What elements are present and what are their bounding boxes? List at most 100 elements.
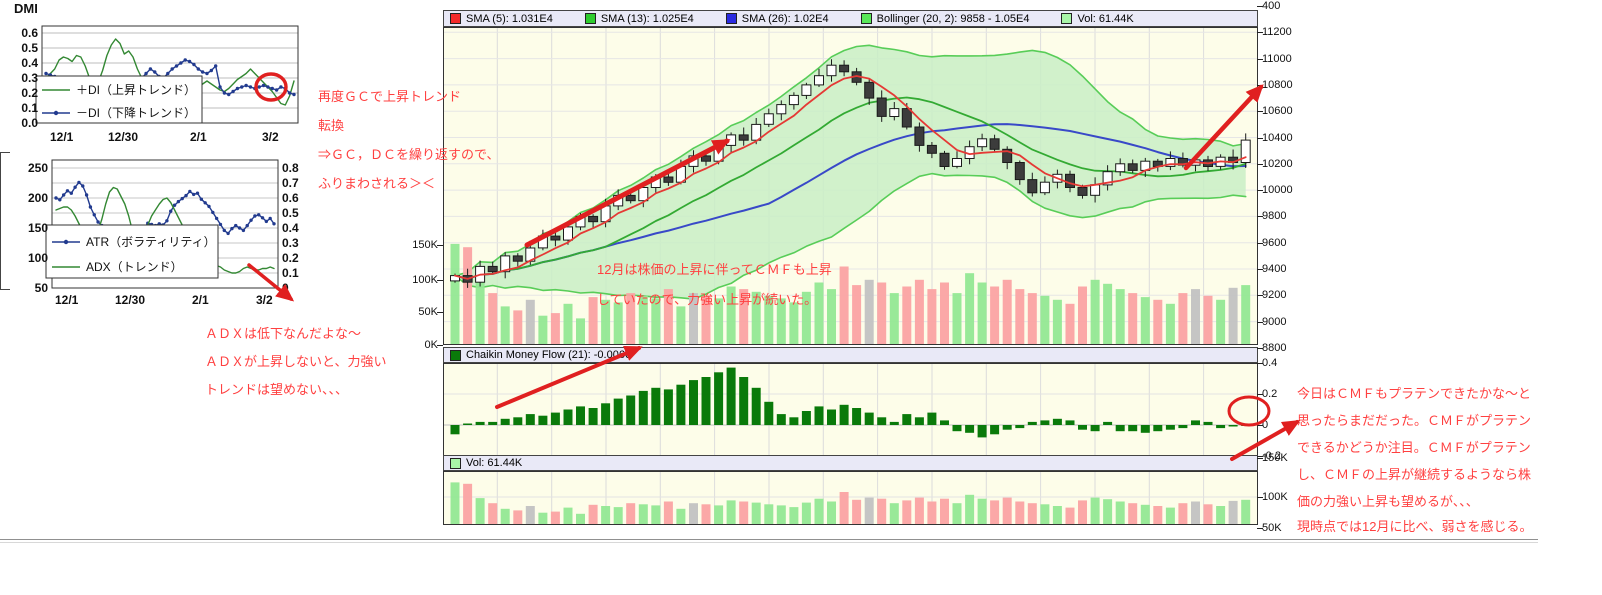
svg-text:0.0: 0.0: [21, 116, 38, 130]
axis-tick: [1257, 394, 1263, 395]
price-chart-legend-bar: SMA (5): 1.031E4 SMA (13): 1.025E4 SMA (…: [443, 10, 1258, 27]
svg-text:2/1: 2/1: [190, 130, 207, 144]
axis-tick: [1257, 347, 1263, 349]
svg-text:2/1: 2/1: [192, 293, 209, 307]
axis-tick: [1257, 458, 1263, 459]
svg-text:150: 150: [28, 221, 48, 235]
svg-text:＋DI（上昇トレンド）: ＋DI（上昇トレンド）: [76, 83, 196, 97]
axis-label: 9600: [1262, 236, 1287, 249]
svg-text:0.3: 0.3: [282, 236, 299, 250]
sma5-color-swatch: [450, 13, 461, 24]
axis-label: 100K: [1262, 491, 1288, 503]
note-line: 価の力強い上昇も望めるが、、、: [1297, 494, 1479, 509]
axis-label: 10400: [1262, 131, 1293, 144]
note-line: ⇒ＧＣ，ＤＣを繰り返すので、: [318, 147, 500, 162]
axis-tick: [1257, 163, 1263, 165]
axis-tick: [1257, 137, 1263, 139]
left-panel-edge: [0, 152, 10, 290]
svg-text:0.3: 0.3: [21, 71, 38, 85]
note-line: し、ＣＭＦの上昇が継続するようなら株: [1297, 467, 1532, 482]
note-line: 思ったらまだだった。ＣＭＦがプラテン: [1297, 413, 1532, 428]
volume-chart: [443, 471, 1258, 525]
axis-label: 9800: [1262, 210, 1287, 223]
legend-item-vol: Vol: 61.44K: [1061, 13, 1134, 25]
bollinger-color-swatch: [860, 13, 872, 24]
axis-tick: [1257, 425, 1263, 426]
axis-label: 9200: [1262, 289, 1287, 302]
note-line: 今日はＣＭＦもプラテンできたかな～と: [1297, 386, 1532, 401]
svg-text:0.6: 0.6: [282, 191, 299, 205]
axis-tick: [1257, 242, 1263, 244]
note-december-cmf: 12月は株価の上昇に伴ってＣＭＦも上昇 していたので、力強い上昇が続いた。: [597, 255, 832, 315]
legend-label-cmf: Chaikin Money Flow (21): -0.0066: [466, 349, 632, 361]
svg-text:0.8: 0.8: [282, 161, 299, 175]
note-dmi-gc: 再度ＧＣで上昇トレンド 転換 ⇒ＧＣ，ＤＣを繰り返すので、 ふりまわされる＞＜: [318, 82, 499, 198]
axis-tick: [1257, 190, 1263, 192]
dmi-panel-title: DMI: [14, 1, 38, 16]
axis-tick: [437, 312, 443, 313]
note-line: していたので、力強い上昇が続いた。: [597, 292, 818, 307]
svg-text:3/2: 3/2: [256, 293, 273, 307]
axis-label: 150K: [1262, 452, 1288, 464]
note-line: 再度ＧＣで上昇トレンド: [318, 89, 462, 104]
legend-label-volume: Vol: 61.44K: [466, 457, 523, 469]
dmi-chart: ＋DI（上昇トレンド） －DI（下降トレンド） 0.60.50.40.30.20.1…: [10, 18, 305, 149]
axis-label: 9000: [1262, 315, 1287, 328]
svg-text:200: 200: [28, 191, 48, 205]
volume-color-swatch: [450, 457, 461, 469]
svg-text:0: 0: [282, 281, 289, 295]
svg-text:100: 100: [28, 251, 48, 265]
axis-label: 100K: [412, 274, 438, 286]
note-line: できるかどうか注目。ＣＭＦがプラテン: [1297, 440, 1531, 455]
svg-text:12/30: 12/30: [115, 293, 145, 307]
volume-legend-bar: Vol: 61.44K: [443, 455, 1258, 471]
svg-text:250: 250: [28, 161, 48, 175]
note-line: ＡＤＸが上昇しないと、力強い: [205, 354, 387, 369]
legend-label-sma26: SMA (26): 1.02E4: [741, 12, 829, 25]
note-adx-declining: ＡＤＸは低下なんだよな～ ＡＤＸが上昇しないと、力強い トレンドは望めない、、、: [205, 320, 386, 404]
svg-text:0.4: 0.4: [282, 221, 299, 235]
svg-text:0.5: 0.5: [282, 206, 299, 220]
axis-tick: [1257, 363, 1263, 364]
cmf-chart: [443, 363, 1258, 456]
axis-label: 50K: [1262, 522, 1282, 534]
price-candlestick-chart: [443, 27, 1258, 345]
legend-label-bollinger: Bollinger (20, 2): 9858 - 1.05E4: [876, 12, 1030, 25]
axis-label: 10000: [1262, 184, 1293, 197]
svg-text:50: 50: [35, 281, 49, 295]
legend-item-volume: Vol: 61.44K: [450, 457, 522, 469]
axis-label: 10800: [1262, 78, 1293, 91]
axis-label: 150K: [412, 239, 438, 251]
note-line: 転換: [318, 118, 345, 133]
note-line: ＡＤＸは低下なんだよな～: [205, 326, 362, 341]
axis-tick: [1257, 528, 1263, 529]
note-line: 12月は株価の上昇に伴ってＣＭＦも上昇: [597, 262, 832, 277]
svg-text:0.1: 0.1: [21, 101, 38, 115]
axis-label: 10600: [1262, 105, 1293, 118]
axis-label: 11000: [1262, 52, 1292, 65]
bottom-divider: [0, 539, 1538, 543]
axis-tick: [1257, 497, 1263, 498]
svg-text:0.2: 0.2: [21, 86, 38, 100]
axis-tick: [1257, 321, 1263, 323]
axis-label: 10200: [1262, 157, 1293, 170]
sma26-color-swatch: [725, 13, 737, 24]
axis-tick: [1257, 84, 1263, 86]
axis-label: 11200: [1262, 26, 1292, 39]
sma13-color-swatch: [584, 13, 596, 24]
legend-label-sma13: SMA (13): 1.025E4: [600, 12, 694, 25]
svg-text:12/1: 12/1: [55, 293, 79, 307]
axis-tick: [437, 345, 443, 346]
legend-item-sma13: SMA (13): 1.025E4: [584, 12, 694, 25]
axis-tick: [437, 245, 443, 246]
axis-label: 0.4: [1262, 357, 1278, 369]
svg-text:0.6: 0.6: [21, 26, 38, 40]
svg-text:0.7: 0.7: [282, 176, 299, 190]
axis-tick: [1257, 6, 1263, 7]
axis-label: 50K: [418, 306, 438, 318]
axis-tick: [1257, 216, 1263, 218]
note-line: ふりまわされる＞＜: [318, 176, 436, 191]
axis-tick: [437, 280, 443, 281]
axis-label: 0.2: [1262, 388, 1278, 400]
svg-text:0.5: 0.5: [21, 41, 38, 55]
